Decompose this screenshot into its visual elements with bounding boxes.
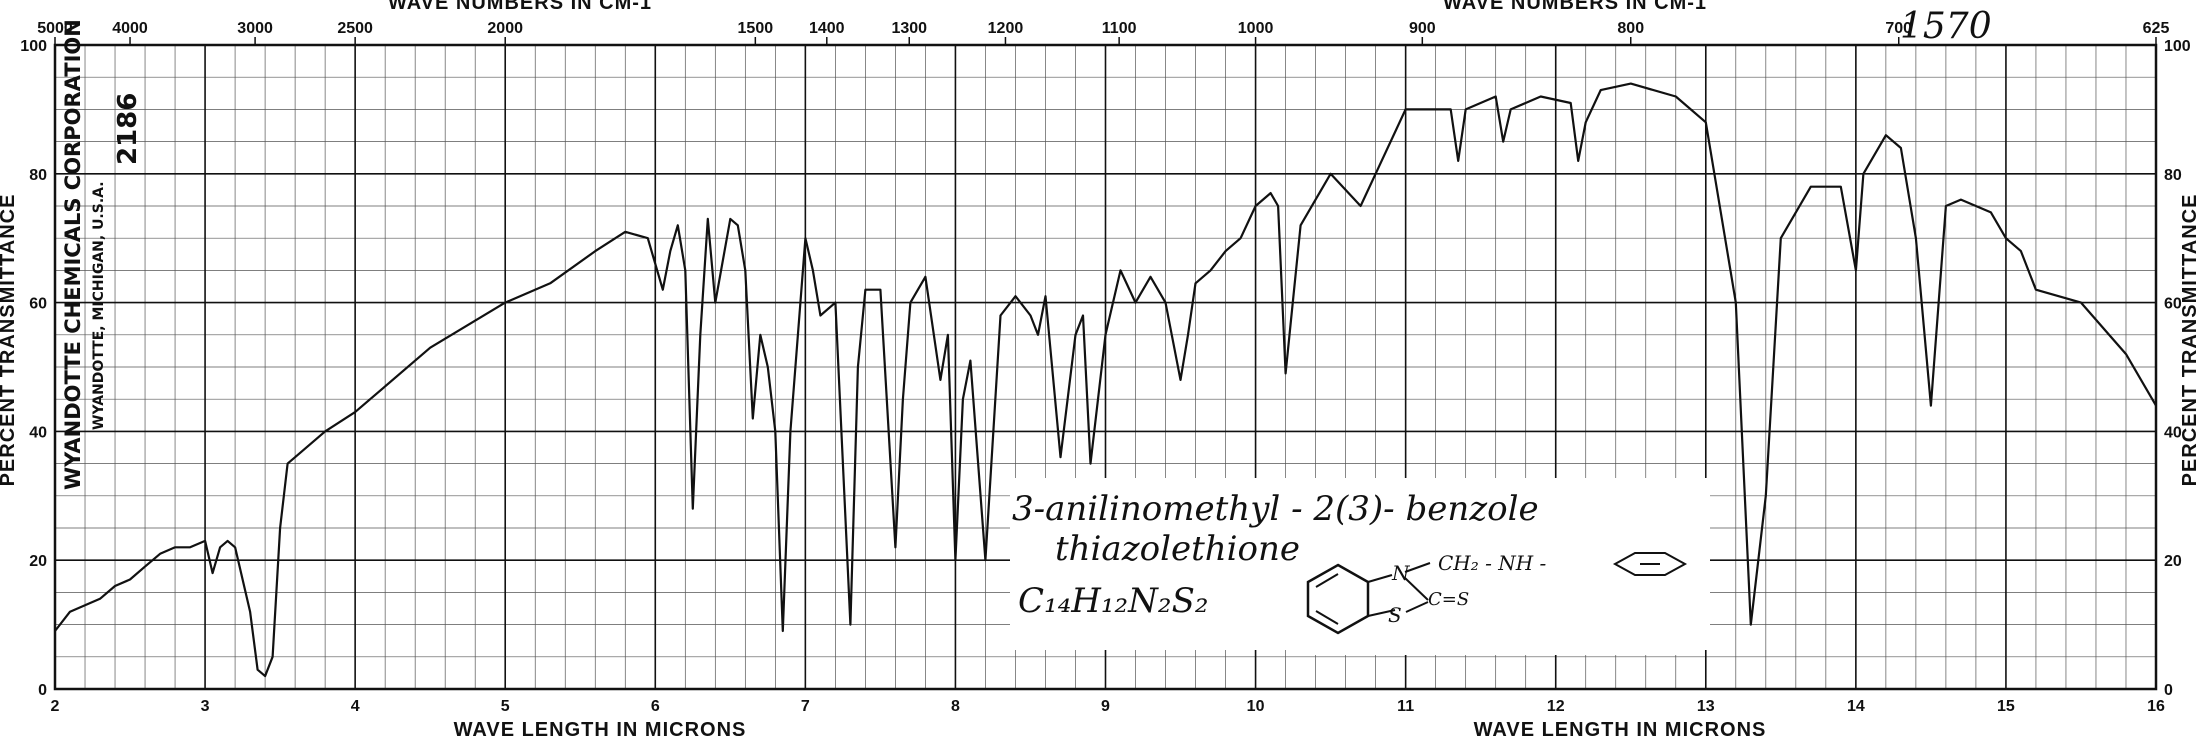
x-axis-title-left: WAVE LENGTH IN MICRONS <box>454 719 747 739</box>
structure-ch2-nh: CH₂ - NH - <box>1438 551 1547 575</box>
wavenumber-tick-label: 2000 <box>487 20 523 37</box>
x-tick-label: 8 <box>951 698 960 715</box>
y-tick-label-left: 60 <box>29 296 47 313</box>
top-axis-title-left: WAVE NUMBERS IN CM-1 <box>388 0 652 14</box>
wavenumber-tick-label: 1400 <box>809 20 845 37</box>
wavenumber-tick-label: 1000 <box>1238 20 1274 37</box>
molecular-formula: C₁₄H₁₂N₂S₂ <box>1018 581 1209 621</box>
y-tick-label-right: 0 <box>2164 682 2173 699</box>
y-axis-ticks: 0 0 20 20 40 40 60 60 80 80 100 100 <box>20 38 2191 699</box>
x-tick-label: 7 <box>801 698 810 715</box>
wavenumber-tick-label: 900 <box>1409 20 1436 37</box>
structure-cs: C=S <box>1428 589 1469 610</box>
wavenumber-tick-label: 800 <box>1617 20 1644 37</box>
x-tick-label: 9 <box>1101 698 1110 715</box>
x-tick-label: 14 <box>1847 698 1865 715</box>
y-tick-label-left: 40 <box>29 424 47 441</box>
handwritten-number: 1570 <box>1900 6 1992 47</box>
x-tick-label: 16 <box>2147 698 2165 715</box>
x-tick-label: 6 <box>651 698 660 715</box>
x-tick-label: 11 <box>1397 698 1414 715</box>
x-axis-title-right: WAVE LENGTH IN MICRONS <box>1474 719 1767 739</box>
x-tick-label: 15 <box>1997 698 2015 715</box>
y-axis-title-right: PERCENT TRANSMITTANCE <box>2179 194 2201 487</box>
y-tick-label-right: 60 <box>2164 296 2182 313</box>
phenyl-ring <box>1612 552 1688 576</box>
y-tick-label-right: 100 <box>2164 38 2191 55</box>
y-tick-label-left: 0 <box>38 682 47 699</box>
y-tick-label-right: 40 <box>2164 424 2182 441</box>
wavenumber-tick-label: 1200 <box>988 20 1024 37</box>
sample-number: 2186 <box>113 93 143 165</box>
wavenumber-tick-label: 1100 <box>1102 20 1137 37</box>
y-tick-label-right: 20 <box>2164 553 2182 570</box>
structure-s: S <box>1388 603 1402 627</box>
wavenumber-tick-label: 3000 <box>237 20 273 37</box>
y-tick-label-left: 80 <box>29 167 47 184</box>
x-tick-label: 4 <box>351 698 360 715</box>
y-axis-title-left: PERCENT TRANSMITTANCE <box>0 194 19 487</box>
wavenumber-tick-label: 1300 <box>891 20 927 37</box>
x-tick-label: 10 <box>1247 698 1265 715</box>
compound-name-line2: thiazolethione <box>1055 529 1300 569</box>
plot-frame <box>53 43 2158 691</box>
structure-n: N <box>1391 561 1411 585</box>
wavenumber-tick-label: 2500 <box>337 20 373 37</box>
wavenumber-tick-label: 700 <box>1885 20 1912 37</box>
wavenumber-tick-label: 1500 <box>738 20 774 37</box>
y-tick-label-left: 100 <box>20 38 47 55</box>
structure-diagram: N S C=S CH₂ - NH - <box>1300 551 1690 655</box>
wavenumber-tick-label: 625 <box>2143 20 2170 37</box>
x-tick-label: 5 <box>501 698 510 715</box>
x-axis-ticks: 2 3 4 5 6 7 8 9 10 11 12 13 14 15 16 <box>51 698 2165 715</box>
top-axis-title-right: WAVE NUMBERS IN CM-1 <box>1443 0 1707 14</box>
y-tick-label-left: 20 <box>29 553 47 570</box>
y-tick-label-right: 80 <box>2164 167 2182 184</box>
wavenumber-tick-label: 4000 <box>112 20 148 37</box>
x-tick-label: 12 <box>1547 698 1565 715</box>
x-tick-label: 13 <box>1697 698 1715 715</box>
compound-name-line1: 3-anilinomethyl - 2(3)- benzole <box>1012 489 1539 529</box>
spectrum-line <box>54 82 2157 678</box>
x-tick-label: 3 <box>201 698 210 715</box>
company-location: WYANDOTTE, MICHIGAN, U.S.A. <box>91 181 107 430</box>
company-stamp: WYANDOTTE CHEMICALS CORPORATION <box>61 19 85 490</box>
wavenumber-ticks: 5000 4000 3000 2500 2000 1500 1400 1300 1200 1100… <box>37 20 2169 45</box>
wavenumber-tick-label: 5000 <box>37 20 73 37</box>
x-tick-label: 2 <box>51 698 60 715</box>
